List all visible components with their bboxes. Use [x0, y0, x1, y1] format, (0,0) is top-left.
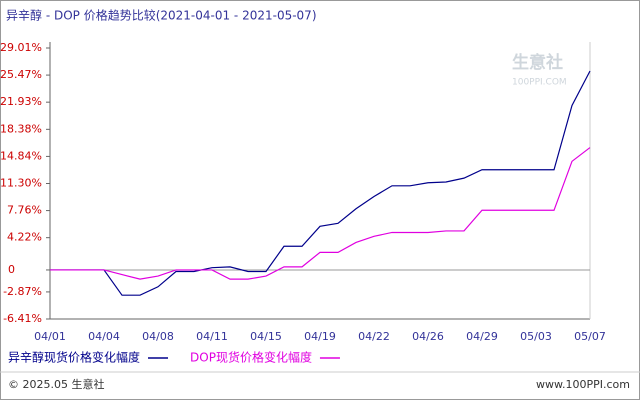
- x-tick-label: 04/15: [250, 330, 282, 343]
- legend-label: 异辛醇现货价格变化幅度: [8, 350, 140, 365]
- series-line: [50, 147, 591, 280]
- y-tick-label: 14.84%: [0, 149, 42, 162]
- y-tick-label: 25.47%: [0, 68, 42, 81]
- x-tick-label: 04/01: [34, 330, 66, 343]
- x-tick-label: 04/22: [358, 330, 390, 343]
- chart-title: 异辛醇 - DOP 价格趋势比较(2021-04-01 - 2021-05-07…: [6, 8, 317, 23]
- x-tick-label: 05/07: [574, 330, 606, 343]
- y-tick-label: -6.41%: [3, 312, 42, 325]
- watermark-sub: 100PPI.COM: [512, 78, 567, 88]
- y-tick-label: 29.01%: [0, 41, 42, 54]
- legend-label: DOP现货价格变化幅度: [190, 350, 312, 365]
- x-tick-label: 04/29: [466, 330, 498, 343]
- x-tick-label: 04/19: [304, 330, 336, 343]
- x-tick-label: 04/26: [412, 330, 444, 343]
- x-tick-label: 05/03: [520, 330, 552, 343]
- y-tick-label: 11.30%: [0, 177, 42, 190]
- x-tick-label: 04/11: [196, 330, 228, 343]
- footer-left: © 2025.05 生意社: [8, 377, 104, 391]
- y-tick-label: -2.87%: [3, 285, 42, 298]
- y-tick-label: 21.93%: [0, 95, 42, 108]
- x-tick-label: 04/04: [88, 330, 120, 343]
- watermark: 生意社: [512, 52, 563, 73]
- x-tick-label: 04/08: [142, 330, 174, 343]
- y-tick-label: 7.76%: [7, 204, 42, 217]
- footer-right: www.100PPI.com: [536, 378, 630, 391]
- y-tick-label: 4.22%: [7, 231, 42, 244]
- y-tick-label: 18.38%: [0, 122, 42, 135]
- y-tick-label: 0: [8, 263, 15, 276]
- series-line: [50, 70, 591, 296]
